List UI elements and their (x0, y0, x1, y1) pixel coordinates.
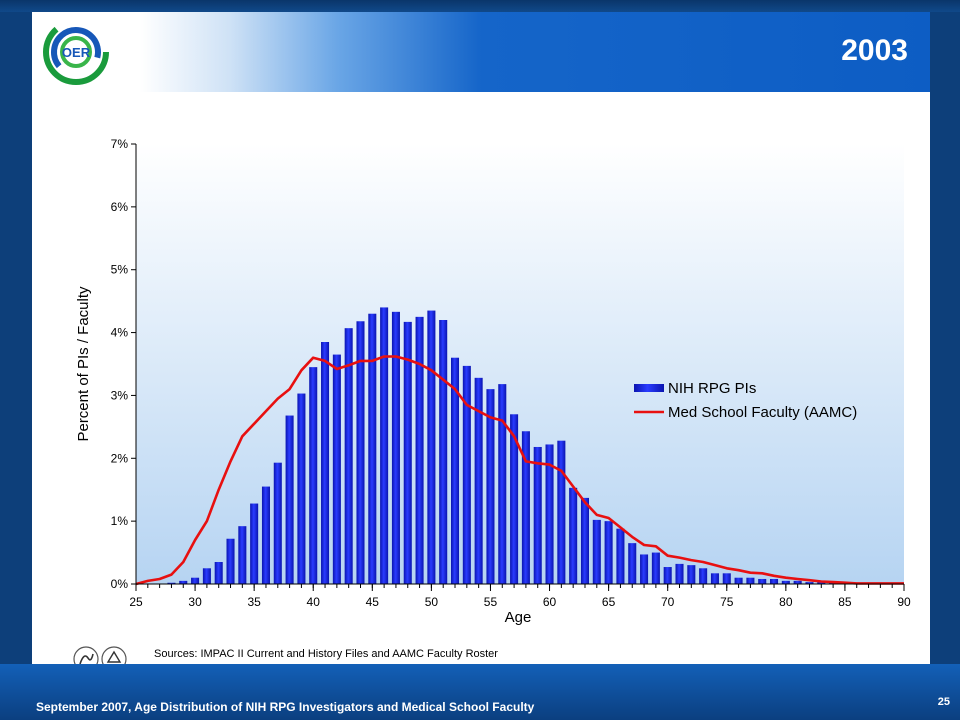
bar-age-44 (356, 321, 365, 584)
bar-age-83 (817, 582, 826, 584)
top-frame (0, 0, 960, 12)
y-axis-label: Percent of PIs / Faculty (75, 286, 92, 442)
age-distribution-chart: 0% 1% 2% 3% 4% 5% 6% 7% 25 30 35 40 45 50 55 60 65 70 75 80… (75, 137, 911, 626)
slide-title: 2003 (841, 34, 908, 67)
bar-age-69 (651, 552, 660, 584)
bar-age-46 (380, 307, 389, 584)
bar-age-45 (368, 313, 377, 584)
bar-age-35 (250, 503, 259, 584)
bar-age-55 (486, 389, 495, 584)
bar-age-81 (793, 580, 802, 584)
bar-age-32 (214, 562, 223, 584)
x-tick-label: 75 (720, 595, 734, 609)
bar-age-33 (226, 538, 235, 584)
bar-age-30 (191, 577, 200, 584)
bar-age-68 (640, 554, 649, 584)
bar-age-62 (569, 487, 578, 584)
slide: OER 2003 0% 1% 2% 3% 4% 5% 6% 7% 25 30 35 40 45 50 55 6… (32, 12, 930, 672)
bar-age-78 (758, 578, 767, 584)
bar-age-53 (462, 365, 471, 584)
bar-age-79 (770, 578, 779, 584)
x-tick-label: 50 (425, 595, 439, 609)
bar-age-40 (309, 367, 318, 584)
bar-age-77 (746, 577, 755, 584)
x-tick-label: 40 (307, 595, 321, 609)
bar-age-58 (521, 431, 530, 584)
bar-age-36 (261, 486, 270, 584)
bar-age-61 (557, 440, 566, 584)
bar-age-76 (734, 577, 743, 584)
bar-age-52 (450, 357, 460, 584)
x-tick-label: 45 (366, 595, 380, 609)
legend-line-label: Med School Faculty (AAMC) (668, 404, 857, 421)
bar-age-73 (699, 568, 708, 584)
bar-age-70 (663, 567, 672, 584)
bar-age-49 (415, 316, 424, 584)
y-tick-label: 0% (111, 577, 129, 591)
x-tick-label: 80 (779, 595, 793, 609)
x-tick-label: 60 (543, 595, 557, 609)
bar-age-57 (510, 414, 519, 584)
bar-age-82 (805, 582, 814, 584)
x-tick-label: 25 (129, 595, 143, 609)
bar-age-42 (332, 354, 341, 584)
footer-band (0, 664, 960, 720)
bar-age-63 (580, 497, 590, 584)
header-band: OER 2003 (32, 12, 930, 92)
bar-age-64 (592, 519, 601, 584)
bar-age-47 (391, 311, 400, 584)
aamc-line (135, 355, 904, 586)
legend-bar-swatch (634, 384, 664, 392)
x-tick-label: 35 (247, 595, 261, 609)
bar-age-37 (273, 462, 282, 584)
bar-age-48 (403, 321, 412, 584)
legend-bar-label: NIH RPG PIs (668, 380, 756, 397)
bar-age-51 (439, 320, 448, 584)
x-tick-label: 55 (484, 595, 498, 609)
bar-age-31 (202, 568, 211, 584)
x-tick-label: 30 (188, 595, 202, 609)
bar-age-75 (722, 573, 731, 584)
bar-age-28 (167, 582, 176, 584)
sources-note: Sources: IMPAC II Current and History Fi… (154, 648, 498, 660)
legend: NIH RPG PIs Med School Faculty (AAMC) (634, 380, 857, 421)
bar-age-80 (781, 580, 790, 584)
bar-age-59 (533, 446, 542, 584)
y-tick-label: 4% (111, 326, 129, 340)
bar-age-67 (628, 543, 637, 584)
x-tick-label: 70 (661, 595, 675, 609)
bar-age-50 (427, 310, 436, 584)
page-number: 25 (937, 696, 950, 708)
y-tick-label: 5% (111, 263, 129, 277)
bar-age-43 (344, 328, 353, 584)
bar-age-65 (604, 521, 613, 584)
bar-age-72 (687, 565, 696, 584)
footer-text: September 2007, Age Distribution of NIH … (36, 700, 535, 714)
y-tick-label: 6% (111, 200, 129, 214)
x-axis-label: Age (505, 609, 532, 626)
y-tick-label: 1% (111, 514, 129, 528)
bar-age-74 (710, 573, 719, 584)
x-tick-label: 90 (897, 595, 911, 609)
bar-age-56 (498, 384, 507, 584)
y-tick-label: 2% (111, 451, 129, 465)
bar-age-54 (474, 377, 483, 584)
bar-age-38 (285, 415, 294, 584)
y-tick-label: 3% (111, 388, 129, 402)
bar-age-41 (321, 342, 330, 584)
x-tick-label: 85 (838, 595, 852, 609)
axes: 0% 1% 2% 3% 4% 5% 6% 7% 25 30 35 40 45 50 55 60 65 70 75 80… (111, 137, 911, 609)
bar-age-66 (616, 528, 625, 584)
x-tick-label: 65 (602, 595, 616, 609)
oer-logo-text: OER (62, 45, 91, 60)
bar-age-39 (297, 393, 306, 584)
bar-age-29 (179, 580, 188, 584)
oer-logo: OER (43, 19, 109, 85)
bar-age-71 (675, 563, 684, 584)
bar-age-60 (545, 444, 554, 584)
bar-series (167, 307, 897, 584)
y-tick-label: 7% (111, 137, 129, 151)
bar-age-34 (238, 526, 247, 584)
